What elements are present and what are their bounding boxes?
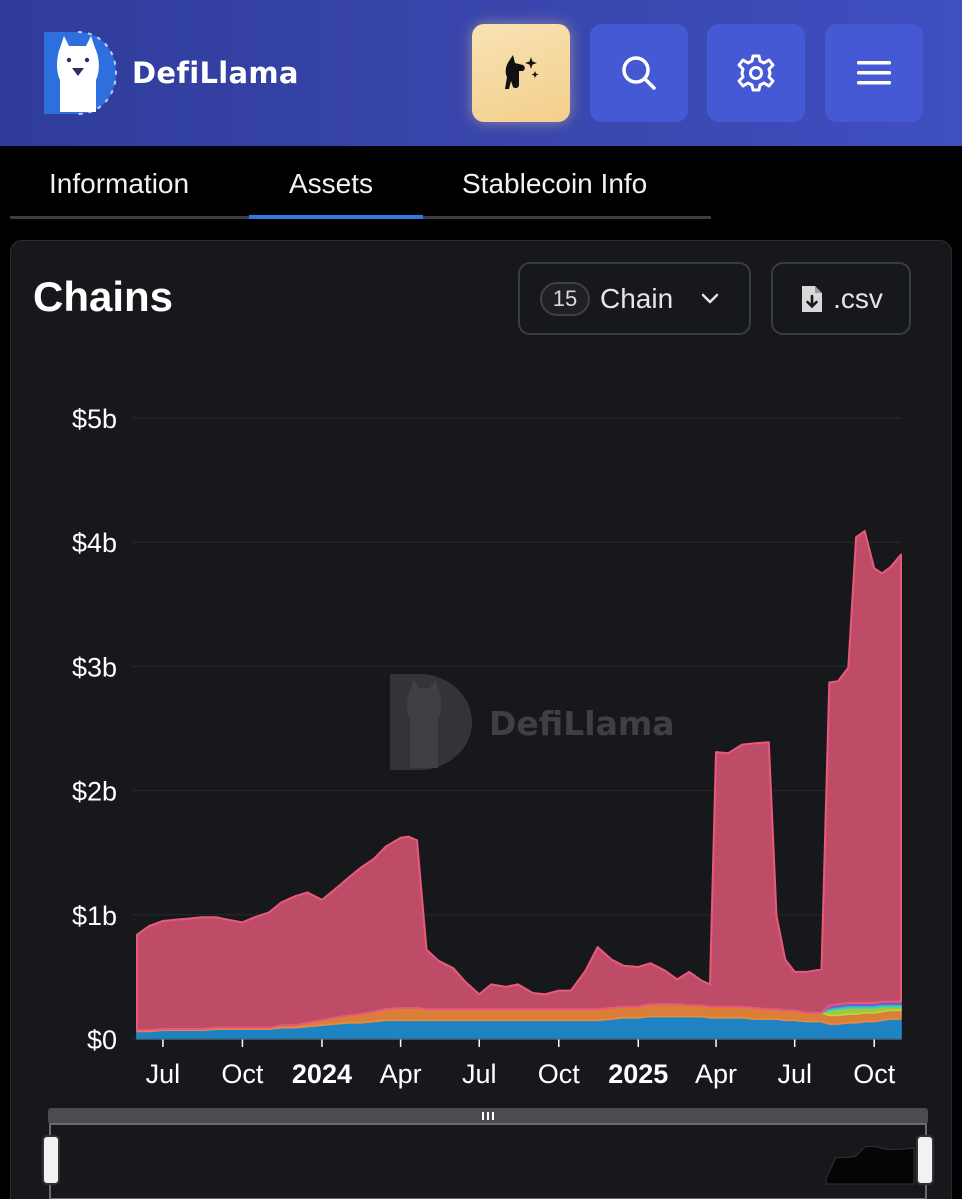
search-button[interactable] xyxy=(590,24,688,122)
gear-icon xyxy=(737,54,775,92)
series-area xyxy=(136,530,902,1032)
x-tick-label: Oct xyxy=(221,1059,264,1089)
tab-stablecoin-info[interactable]: Stablecoin Info xyxy=(462,168,648,199)
chart-areas xyxy=(136,530,902,1040)
chain-selector-label: Chain xyxy=(600,282,674,314)
brush-mini-area xyxy=(825,1145,915,1185)
defillama-watermark: DefiLlama xyxy=(390,674,675,770)
brush-grip-line xyxy=(482,1112,484,1120)
file-download-icon xyxy=(802,285,823,312)
hamburger-menu-icon xyxy=(857,61,891,85)
brush-grip-line xyxy=(492,1112,494,1120)
brush-left-handle[interactable] xyxy=(42,1135,60,1185)
y-tick-label: $2b xyxy=(72,777,117,807)
csv-label: .csv xyxy=(833,282,883,314)
x-axis-ticks: Jul Oct 2024 Apr Jul Oct 2025 Apr Jul Oct xyxy=(137,1038,901,1089)
y-tick-label: $4b xyxy=(72,528,117,558)
y-tick-label: $0 xyxy=(87,1025,117,1055)
defillama-logo[interactable] xyxy=(38,28,118,118)
x-tick-label: Oct xyxy=(853,1059,896,1089)
y-axis-ticks: $0 $1b $2b $3b $4b $5b xyxy=(72,404,117,1055)
x-tick-label: Apr xyxy=(695,1059,737,1089)
x-tick-label: Jul xyxy=(146,1059,181,1089)
llama-ai-button[interactable] xyxy=(472,24,570,122)
tab-information[interactable]: Information xyxy=(49,168,190,199)
y-tick-label: $1b xyxy=(72,901,117,931)
range-brush[interactable] xyxy=(42,1108,934,1199)
top-header: DefiLlama xyxy=(0,0,962,146)
chevron-down-icon xyxy=(701,293,719,303)
card-title: Chains xyxy=(33,273,174,320)
x-tick-label: Jul xyxy=(777,1059,812,1089)
x-tick-label: Oct xyxy=(538,1059,581,1089)
tab-bar: Information Assets Stablecoin Info xyxy=(10,146,711,220)
brush-right-handle[interactable] xyxy=(916,1135,934,1185)
brush-window[interactable] xyxy=(49,1123,927,1199)
x-tick-label: 2025 xyxy=(608,1059,668,1089)
y-tick-label: $5b xyxy=(72,404,117,434)
download-csv-button[interactable]: .csv xyxy=(771,262,911,335)
y-tick-label: $3b xyxy=(72,652,117,682)
watermark-text: DefiLlama xyxy=(489,704,675,743)
chain-selector-button[interactable]: 15 Chain xyxy=(518,262,751,335)
menu-button[interactable] xyxy=(825,24,923,122)
chain-count-badge: 15 xyxy=(540,281,590,316)
brush-grip-line xyxy=(487,1112,489,1120)
search-icon xyxy=(622,56,656,90)
x-tick-label: Apr xyxy=(380,1059,422,1089)
llama-sparkle-icon xyxy=(505,55,539,89)
brand-name[interactable]: DefiLlama xyxy=(132,56,299,90)
x-tick-label: 2024 xyxy=(292,1059,352,1089)
active-tab-indicator xyxy=(249,215,423,219)
settings-button[interactable] xyxy=(707,24,805,122)
x-tick-label: Jul xyxy=(462,1059,497,1089)
tab-assets[interactable]: Assets xyxy=(289,168,374,199)
